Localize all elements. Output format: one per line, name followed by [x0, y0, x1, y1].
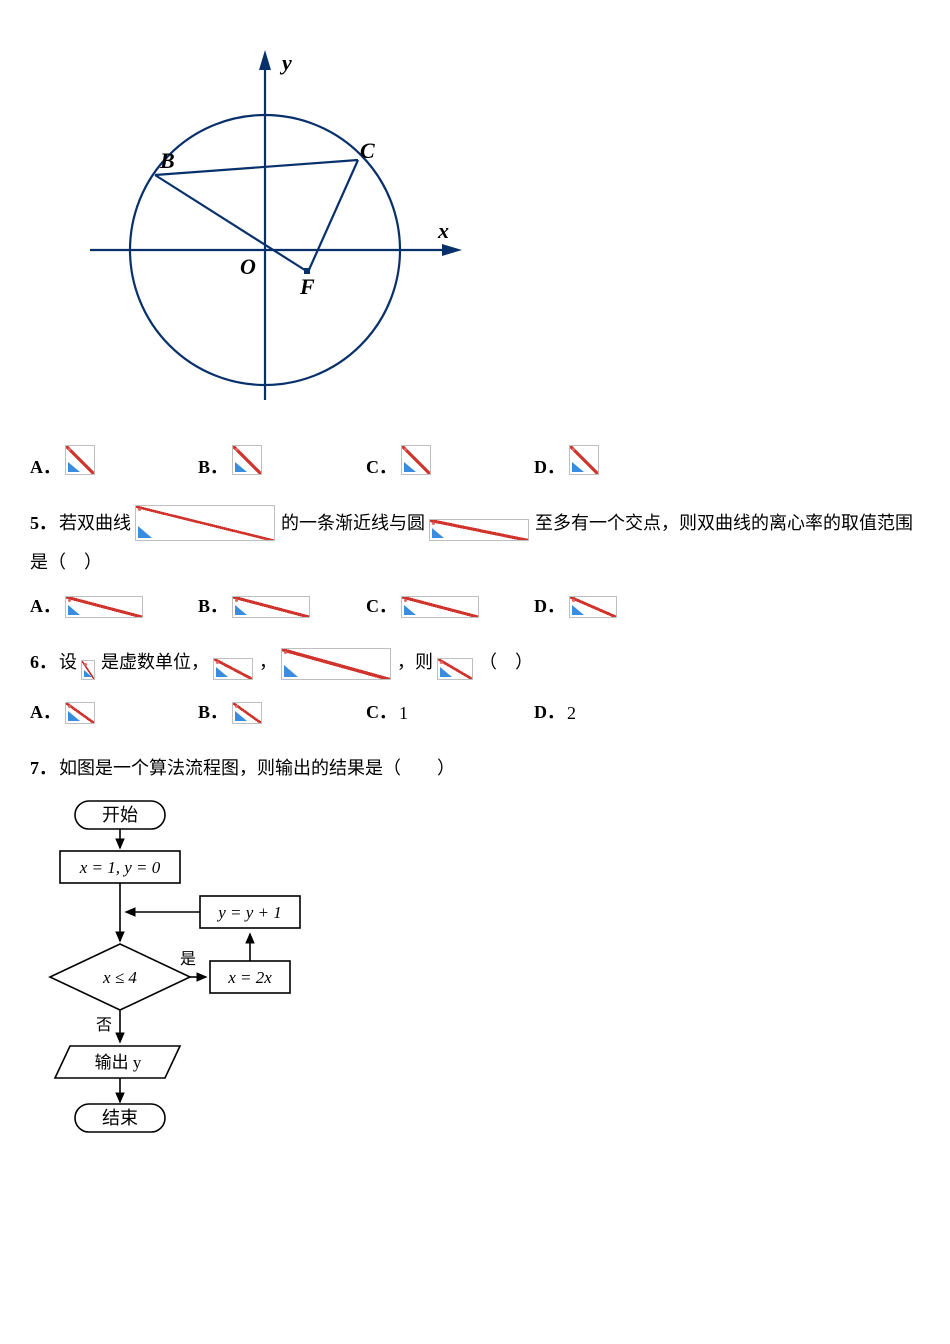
- q6-option-A: A．: [30, 698, 190, 724]
- q6-seg2: ，: [259, 644, 277, 680]
- q6-option-D: D． 2: [534, 698, 694, 724]
- q5-seg3: 至多有一个交点，则双曲线的离心率的取值范围: [535, 505, 913, 541]
- q5-option-A: A．: [30, 592, 190, 618]
- flow-output-text: 输出 y: [95, 1053, 142, 1072]
- broken-image-icon: [65, 702, 95, 724]
- option-label: B．: [198, 698, 228, 724]
- option-label: D．: [534, 453, 565, 479]
- origin-label: O: [240, 254, 256, 279]
- figure-svg: y x B C O F: [60, 40, 480, 420]
- question-number: 5．: [30, 505, 57, 541]
- option-label: D．: [534, 592, 565, 618]
- option-text: 2: [567, 703, 576, 724]
- option-label: C．: [366, 592, 397, 618]
- flow-no-label: 否: [96, 1017, 112, 1034]
- flow-yes-label: 是: [180, 951, 196, 968]
- q4-option-B: B．: [198, 445, 358, 479]
- broken-image-icon: [281, 648, 391, 680]
- broken-image-icon: [401, 445, 431, 475]
- q5-seg2: 的一条渐近线与圆: [281, 505, 425, 541]
- broken-image-icon: [569, 445, 599, 475]
- flow-assign-y: y = y + 1: [216, 903, 282, 922]
- option-label: A．: [30, 453, 61, 479]
- q6-seg3: ，则: [397, 644, 433, 680]
- geometry-figure: y x B C O F: [60, 40, 920, 425]
- flow-assign-x: x = 2x: [227, 968, 272, 987]
- broken-image-icon: [569, 596, 617, 618]
- axis-y-label: y: [279, 50, 292, 75]
- q5-options: A． B． C． D．: [30, 592, 920, 618]
- question-number: 6．: [30, 644, 57, 680]
- option-label: B．: [198, 453, 228, 479]
- q7-stem: 7． 如图是一个算法流程图，则输出的结果是（ ）: [30, 750, 920, 786]
- q4-option-C: C．: [366, 445, 526, 479]
- q5-option-B: B．: [198, 592, 358, 618]
- question-number: 7．: [30, 750, 57, 786]
- flowchart-figure: 开始 x = 1, y = 0 y = y + 1 x = 2x x ≤ 4 是: [40, 796, 920, 1161]
- option-label: C．: [366, 453, 397, 479]
- q6-options: A． B． C． 1 D． 2: [30, 698, 920, 724]
- flow-start: 开始: [102, 805, 138, 825]
- flow-init: x = 1, y = 0: [79, 858, 161, 877]
- q4-option-A: A．: [30, 445, 190, 479]
- point-C-label: C: [360, 138, 375, 163]
- flow-end: 结束: [102, 1108, 138, 1128]
- option-label: D．: [534, 698, 565, 724]
- point-F-label: F: [299, 274, 315, 299]
- q5-stem: 5． 若双曲线 的一条渐近线与圆 至多有一个交点，则双曲线的离心率的取值范围: [30, 505, 920, 541]
- q5-option-C: C．: [366, 592, 526, 618]
- flow-cond: x ≤ 4: [102, 968, 137, 987]
- broken-image-icon: [213, 658, 253, 680]
- broken-image-icon: [81, 660, 95, 680]
- option-label: A．: [30, 698, 61, 724]
- flowchart-svg: 开始 x = 1, y = 0 y = y + 1 x = 2x x ≤ 4 是: [40, 796, 320, 1156]
- broken-image-icon: [65, 445, 95, 475]
- option-label: A．: [30, 592, 61, 618]
- broken-image-icon: [135, 505, 275, 541]
- point-B-label: B: [159, 148, 175, 173]
- q4-option-D: D．: [534, 445, 694, 479]
- q7-text: 如图是一个算法流程图，则输出的结果是（ ）: [59, 750, 455, 786]
- option-label: B．: [198, 592, 228, 618]
- broken-image-icon: [232, 702, 262, 724]
- broken-image-icon: [437, 658, 473, 680]
- broken-image-icon: [429, 519, 529, 541]
- q6-option-B: B．: [198, 698, 358, 724]
- q5-cont: 是（ ）: [30, 541, 920, 584]
- q6-stem: 6． 设 是虚数单位， ， ，则 （ ）: [30, 644, 920, 680]
- q6-seg1b: 是虚数单位，: [101, 644, 209, 680]
- broken-image-icon: [232, 445, 262, 475]
- option-label: C．: [366, 698, 397, 724]
- q6-seg1: 设: [59, 644, 77, 680]
- broken-image-icon: [232, 596, 310, 618]
- q5-seg1: 若双曲线: [59, 505, 131, 541]
- q6-option-C: C． 1: [366, 698, 526, 724]
- q4-options: A． B． C． D．: [30, 445, 920, 479]
- axis-x-label: x: [437, 218, 449, 243]
- q6-seg4: （ ）: [479, 644, 533, 680]
- broken-image-icon: [65, 596, 143, 618]
- broken-image-icon: [401, 596, 479, 618]
- option-text: 1: [399, 703, 408, 724]
- q5-option-D: D．: [534, 592, 694, 618]
